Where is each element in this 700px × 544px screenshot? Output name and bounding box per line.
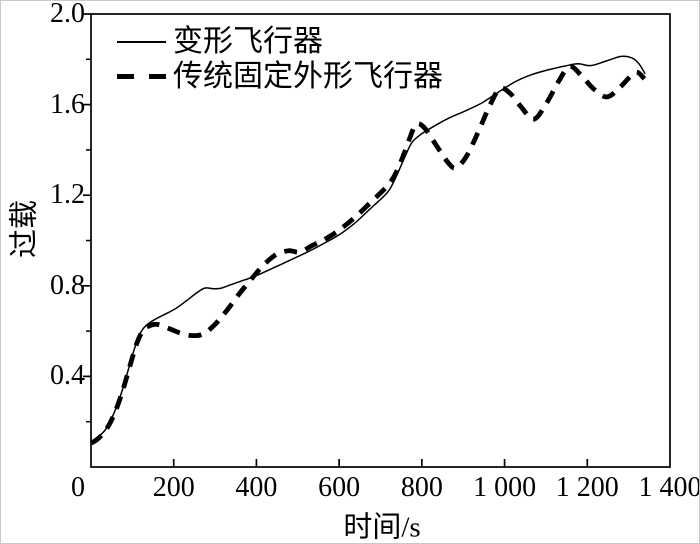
x-tick-label: 1 400: [638, 472, 700, 503]
x-tick-label: 800: [400, 472, 443, 503]
legend-label-fixed-shape-aircraft: 传统固定外形飞行器: [173, 59, 443, 93]
x-tick-label: 1 000: [473, 472, 537, 503]
x-tick-label: 1 200: [555, 472, 619, 503]
y-axis-title: 过载: [8, 199, 41, 259]
y-tick-label: 1.6: [50, 88, 85, 120]
x-tick-label: 200: [152, 472, 195, 503]
x-tick-label: 0: [71, 472, 85, 503]
x-tick-label: 400: [235, 472, 278, 503]
y-tick-label: 2.0: [50, 0, 85, 29]
y-tick-label: 1.2: [50, 179, 85, 211]
x-tick-label: 600: [318, 472, 361, 503]
solid-line-sample: [117, 40, 166, 43]
series-line-fixed-shape-aircraft: [89, 64, 647, 446]
legend: 变形飞行器 传统固定外形飞行器: [117, 24, 443, 94]
series-line-morphing-aircraft: [90, 55, 646, 443]
dashed-line-sample: [117, 74, 166, 80]
legend-label-morphing-aircraft: 变形飞行器: [173, 24, 323, 58]
legend-item-morphing-aircraft: 变形飞行器: [117, 24, 443, 59]
legend-item-fixed-shape-aircraft: 传统固定外形飞行器: [117, 59, 443, 94]
y-tick-label: 0.4: [50, 360, 85, 392]
x-axis-title: 时间/s: [343, 511, 421, 544]
y-tick-label: 0.8: [50, 269, 85, 301]
